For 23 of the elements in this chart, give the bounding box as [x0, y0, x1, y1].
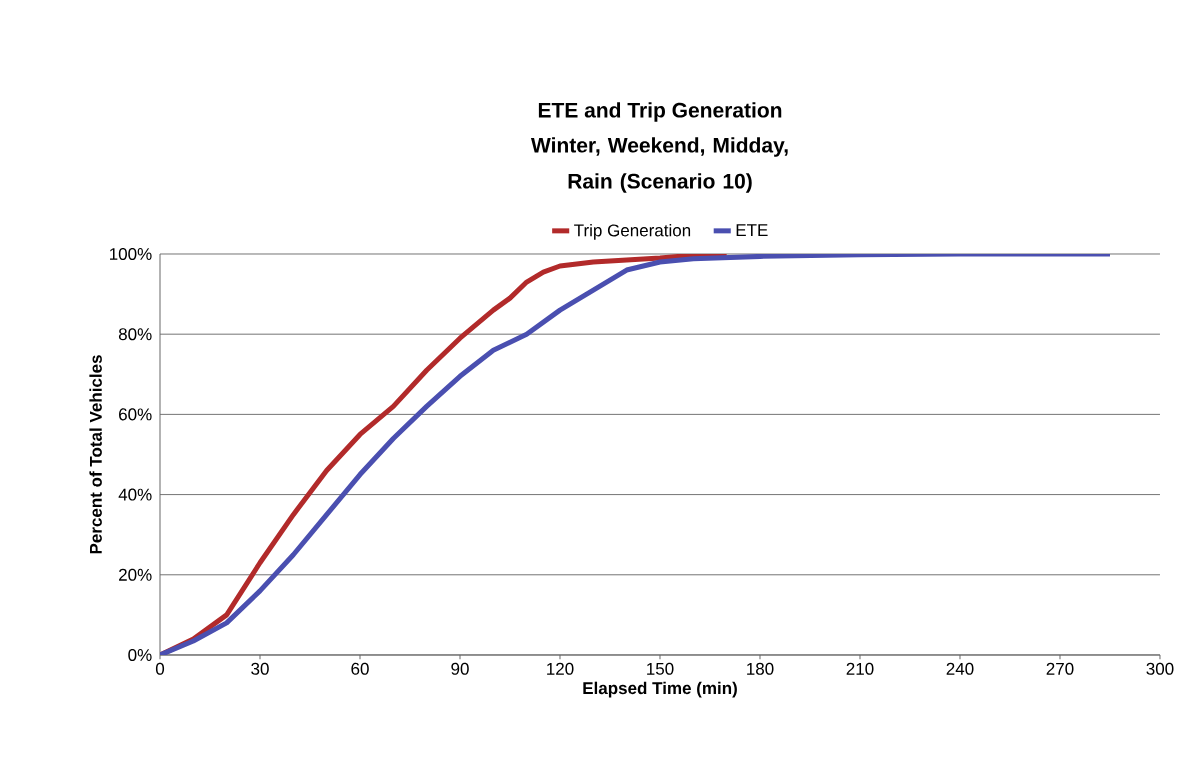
y-tick-label: 80% [118, 328, 152, 341]
chart-subtitle: Winter, Weekend, Midday, Rain (Scenario 10) [530, 137, 788, 193]
y-tick-label: 100% [110, 247, 152, 261]
x-tick-label: 90 [451, 662, 469, 675]
x-tick-label: 300 [1146, 662, 1174, 675]
legend-label: Trip Generation [574, 223, 691, 240]
y-tick-label: 20% [119, 568, 152, 581]
x-tick-label: 30 [251, 662, 269, 675]
chart-title: ETE and Trip Generation [538, 102, 782, 122]
x-tick-label: 60 [351, 662, 369, 675]
x-tick-label: 120 [547, 662, 574, 675]
y-axis-title: Percent of Total Vehicles [89, 355, 102, 554]
x-tick-label: 240 [946, 662, 974, 675]
legend-label: ETE [736, 224, 768, 236]
x-tick-label: 210 [846, 662, 874, 675]
x-axis-title: Elapsed Time (min) [583, 681, 737, 698]
y-tick-label: 0% [128, 648, 152, 662]
x-tick-label: 150 [647, 662, 674, 675]
x-tick-label: 0 [155, 662, 165, 675]
y-tick-label: 60% [119, 408, 152, 421]
y-tick-label: 40% [118, 488, 152, 501]
x-tick-label: 180 [747, 662, 774, 675]
x-tick-label: 270 [1046, 662, 1074, 675]
